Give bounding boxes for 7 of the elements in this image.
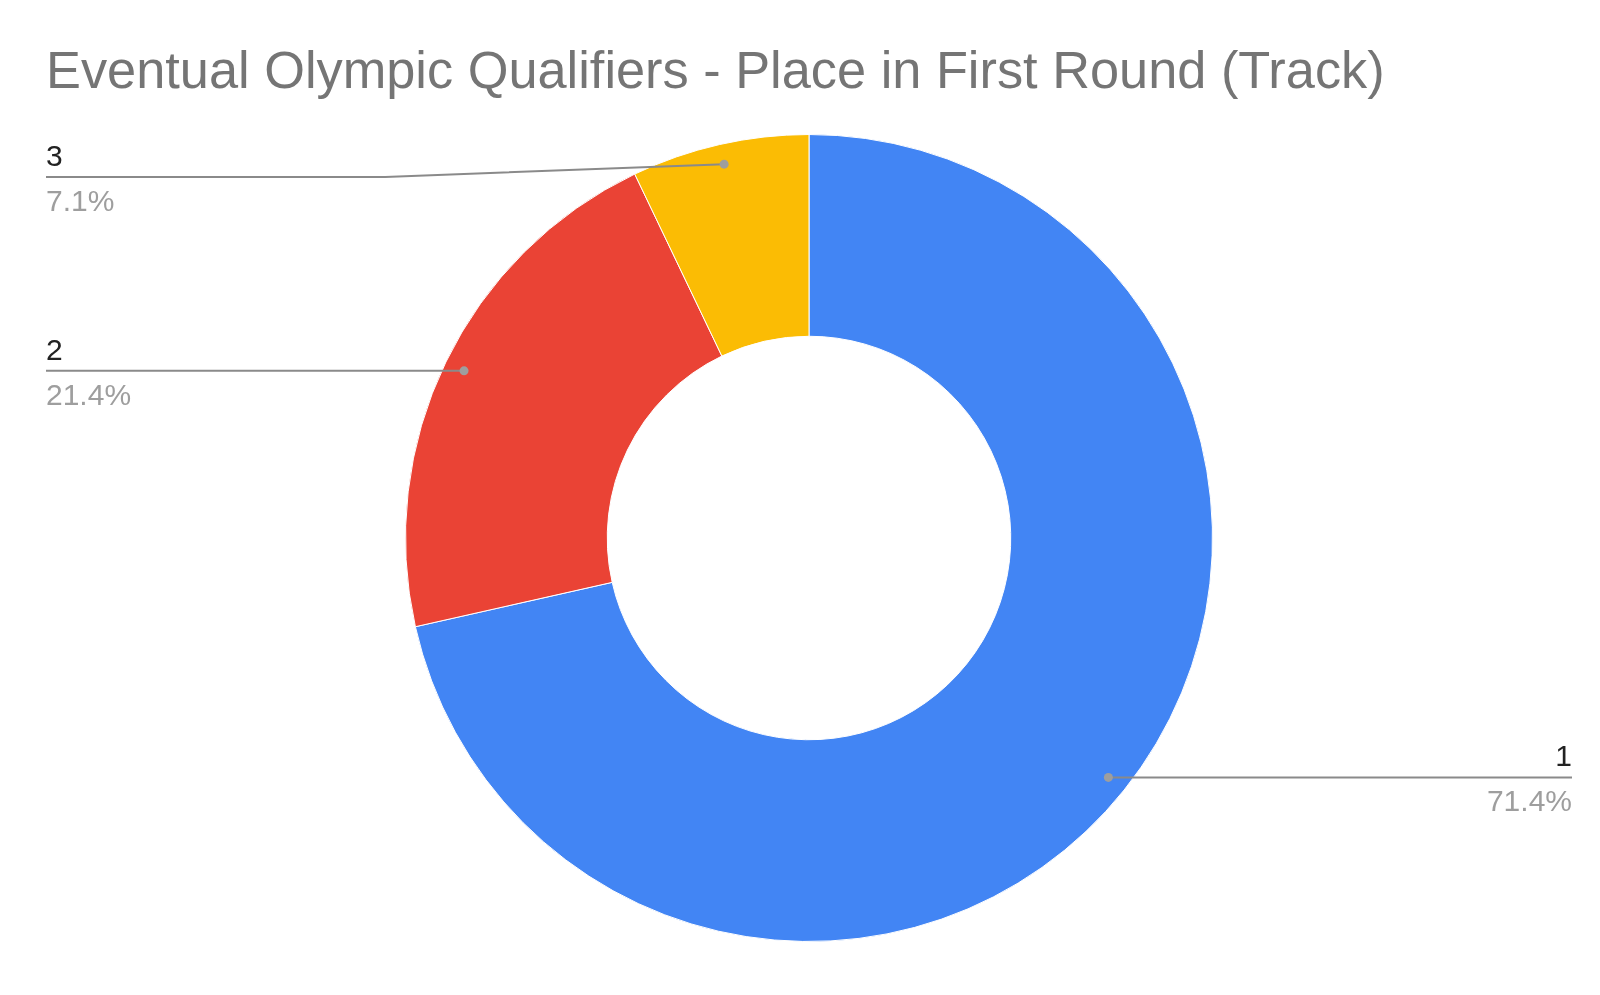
data-label: 71.4% [1486,784,1572,818]
slice-label: 1 [1555,739,1572,773]
chart-title: Eventual Olympic Qualifiers - Place in First Round (Track) [46,41,1385,99]
slice-label: 3 [46,139,63,172]
slice-label: 2 [46,332,63,366]
data-label: 21.4% [46,377,132,411]
data-label: 7.1% [46,184,115,217]
